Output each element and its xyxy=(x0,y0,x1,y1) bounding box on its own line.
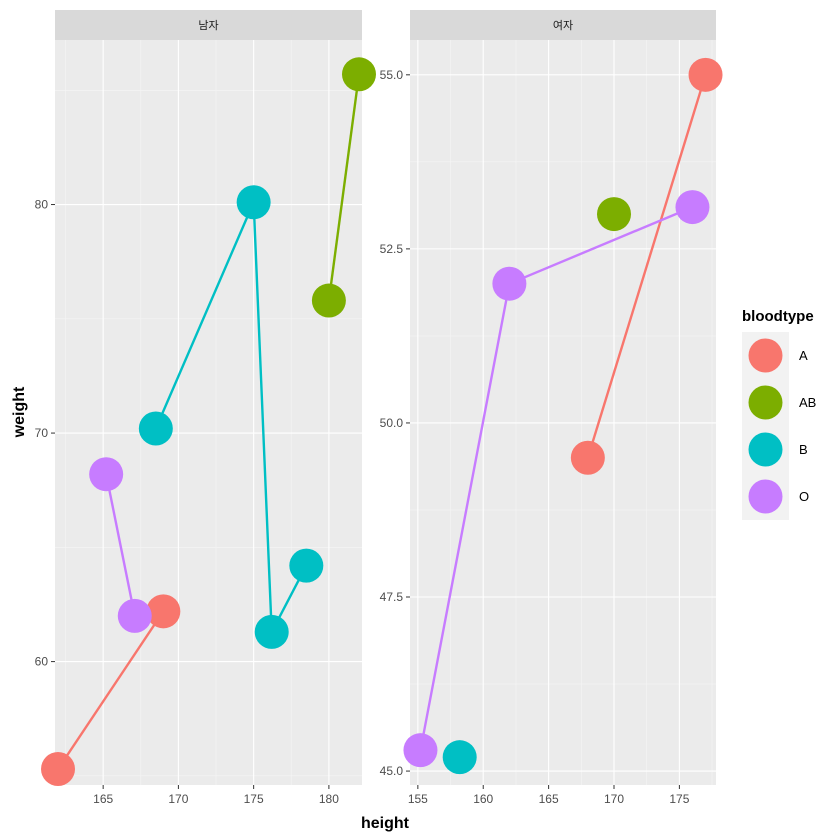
data-point-a-male xyxy=(41,752,76,787)
data-point-o-male xyxy=(117,598,152,633)
data-point-o-female xyxy=(492,266,527,301)
y-tick-label: 55.0 xyxy=(380,68,404,82)
legend-label-b: B xyxy=(799,442,808,457)
x-axis-ticks-female: 155 160 165 170 175 xyxy=(408,785,690,806)
x-axis-title: height xyxy=(361,815,410,832)
panel-background-male xyxy=(55,40,362,785)
x-tick-label: 155 xyxy=(408,792,428,806)
data-point-b-female xyxy=(442,740,477,775)
data-point-b-male xyxy=(254,614,289,649)
data-point-ab-male xyxy=(341,57,376,92)
strip-label-male: 남자 xyxy=(198,19,218,32)
legend-key-a xyxy=(748,338,783,373)
gridlines-female xyxy=(410,40,716,785)
x-tick-label: 170 xyxy=(168,792,188,806)
panel-background-female xyxy=(410,40,716,785)
x-tick-label: 175 xyxy=(244,792,264,806)
y-tick-label: 50.0 xyxy=(380,416,404,430)
legend-key-ab xyxy=(748,385,783,420)
data-point-o-female xyxy=(675,190,710,225)
x-tick-label: 180 xyxy=(319,792,339,806)
y-tick-label: 45.0 xyxy=(380,764,404,778)
series-line-b-male xyxy=(154,201,308,634)
data-point-o-male xyxy=(89,457,124,492)
series-line-o-male xyxy=(104,473,136,617)
legend: bloodtype A AB B O xyxy=(742,308,816,520)
x-tick-label: 165 xyxy=(93,792,113,806)
x-tick-label: 175 xyxy=(669,792,689,806)
data-points-male xyxy=(41,57,376,787)
legend-label-o: O xyxy=(799,489,809,504)
x-tick-label: 170 xyxy=(604,792,624,806)
legend-label-a: A xyxy=(799,348,808,363)
facet-panel-female: 여자 155 160 165 170 175 45.0 47.5 50.0 52.5 55.0 xyxy=(380,10,723,806)
strip-label-female: 여자 xyxy=(553,19,573,32)
y-axis-ticks-male: 60 70 80 xyxy=(35,198,55,669)
x-tick-label: 165 xyxy=(539,792,559,806)
series-line-a-female xyxy=(586,74,707,459)
data-point-a-female xyxy=(570,440,605,475)
facet-panel-male: 남자 165 170 175 180 60 70 80 xyxy=(35,10,376,806)
y-tick-label: 70 xyxy=(35,426,49,440)
data-point-b-male xyxy=(138,411,173,446)
series-lines-male xyxy=(57,74,361,770)
data-point-b-male xyxy=(236,185,271,220)
x-axis-ticks-male: 165 170 175 180 xyxy=(93,785,339,806)
data-point-o-female xyxy=(403,733,438,768)
strip-background-male xyxy=(55,10,362,40)
y-axis-ticks-female: 45.0 47.5 50.0 52.5 55.0 xyxy=(380,68,410,778)
data-point-a-male xyxy=(146,594,181,629)
data-point-a-female xyxy=(688,57,723,92)
y-axis-title: weight xyxy=(11,386,28,438)
gridlines-male xyxy=(55,40,362,785)
legend-title: bloodtype xyxy=(742,308,814,325)
x-tick-label: 160 xyxy=(473,792,493,806)
series-line-ab-male xyxy=(327,74,361,301)
y-tick-label: 52.5 xyxy=(380,242,404,256)
legend-key-b xyxy=(748,432,783,467)
data-point-ab-female xyxy=(597,197,631,232)
data-points-female xyxy=(403,57,723,775)
legend-key-o xyxy=(748,479,783,514)
strip-background-female xyxy=(410,10,716,40)
y-tick-label: 60 xyxy=(35,655,49,669)
data-point-b-male xyxy=(289,548,324,583)
series-line-a-male xyxy=(57,610,165,770)
y-tick-label: 47.5 xyxy=(380,590,404,604)
y-tick-label: 80 xyxy=(35,198,49,212)
data-point-ab-male xyxy=(311,283,346,318)
legend-label-ab: AB xyxy=(799,395,816,410)
